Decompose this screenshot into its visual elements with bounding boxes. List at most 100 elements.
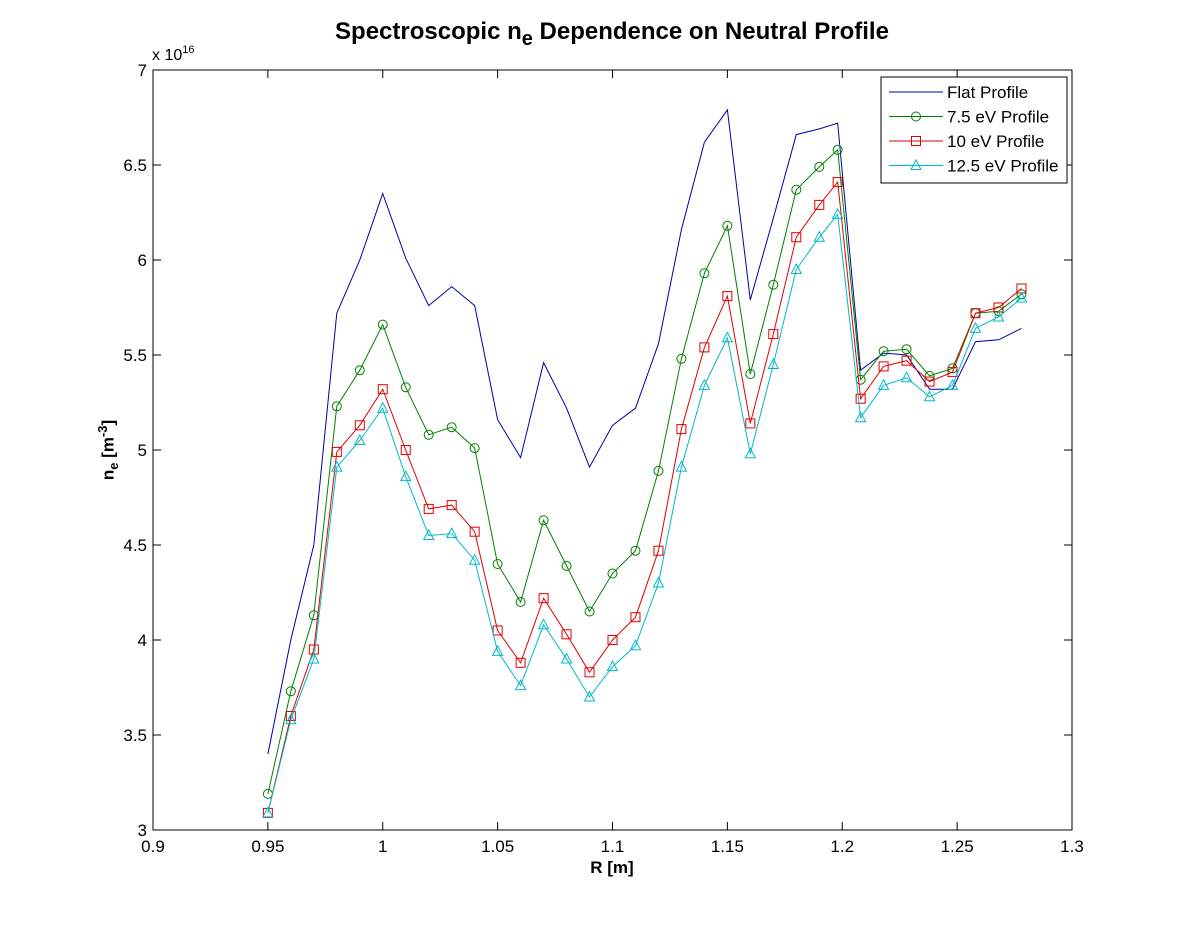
data-point xyxy=(744,447,757,459)
x-tick-label: 1.2 xyxy=(830,837,854,856)
data-point xyxy=(446,422,457,433)
data-point xyxy=(308,610,319,621)
data-point xyxy=(584,606,595,617)
data-point xyxy=(630,545,641,556)
legend-marker xyxy=(911,111,921,122)
data-point xyxy=(969,321,982,333)
data-point xyxy=(515,657,526,668)
data-point xyxy=(653,465,664,476)
x-tick-label: 1.3 xyxy=(1060,837,1084,856)
data-point xyxy=(900,371,913,383)
data-point xyxy=(492,559,503,569)
data-point xyxy=(446,500,457,511)
data-point xyxy=(1016,289,1027,300)
data-point xyxy=(331,401,342,412)
y-tick-label: 6.5 xyxy=(123,156,147,175)
data-point xyxy=(652,576,665,588)
legend-label: 7.5 eV Profile xyxy=(947,108,1049,127)
series-line xyxy=(267,213,1022,814)
data-point xyxy=(606,660,619,672)
data-point xyxy=(721,331,734,343)
data-point xyxy=(514,679,527,691)
y-tick-label: 7 xyxy=(138,61,147,80)
series-1 xyxy=(262,144,1027,799)
x-tick-label: 0.95 xyxy=(251,837,284,856)
data-point xyxy=(607,568,618,579)
data-point xyxy=(561,560,572,571)
data-point xyxy=(538,593,549,604)
data-point xyxy=(924,376,935,387)
x-tick-label: 0.9 xyxy=(141,837,165,856)
data-point xyxy=(1015,291,1028,303)
data-point xyxy=(354,365,365,376)
data-point xyxy=(722,291,733,302)
data-point xyxy=(468,553,481,565)
data-point xyxy=(423,429,434,440)
data-point xyxy=(377,384,388,395)
data-point xyxy=(791,232,802,243)
data-point xyxy=(629,639,642,651)
data-point xyxy=(630,612,641,623)
data-point xyxy=(790,262,803,274)
data-point xyxy=(814,199,825,210)
data-point xyxy=(538,515,549,526)
data-point xyxy=(832,177,843,188)
data-point xyxy=(331,446,342,457)
data-point xyxy=(423,503,434,514)
data-point xyxy=(676,424,687,435)
data-point xyxy=(831,207,844,219)
data-point xyxy=(469,526,480,537)
x-tick-label: 1.15 xyxy=(711,837,744,856)
x-tick-label: 1.1 xyxy=(601,837,625,856)
series-line xyxy=(267,148,1022,795)
data-point xyxy=(561,629,572,640)
series-line xyxy=(267,180,1022,814)
data-point xyxy=(768,279,779,290)
data-point xyxy=(878,346,889,357)
data-point xyxy=(262,806,274,818)
chart-title: Spectroscopic ne Dependence on Neutral P… xyxy=(335,18,889,50)
data-point xyxy=(492,625,503,636)
data-point xyxy=(399,470,412,482)
data-point xyxy=(814,161,825,172)
data-point xyxy=(376,401,389,413)
data-point xyxy=(745,369,756,379)
data-point xyxy=(285,713,297,725)
y-tick-label: 6 xyxy=(138,251,147,270)
data-point xyxy=(307,652,320,664)
data-point xyxy=(607,635,618,645)
legend: Flat Profile 7.5 eV Profile 10 eV Profile 1… xyxy=(880,76,1068,184)
data-point xyxy=(353,433,366,445)
series-line xyxy=(267,108,1022,755)
data-point xyxy=(515,597,526,607)
data-point xyxy=(791,184,802,195)
y-tick-label: 4 xyxy=(138,631,147,650)
data-point xyxy=(877,378,890,390)
data-point xyxy=(469,443,480,454)
data-point xyxy=(584,667,595,678)
series-0 xyxy=(267,108,1022,755)
data-point xyxy=(285,686,296,697)
y-tick-label: 3.5 xyxy=(123,726,147,745)
legend-marker xyxy=(911,136,921,146)
data-point xyxy=(330,460,343,472)
data-point xyxy=(354,420,365,431)
data-point xyxy=(923,390,936,402)
data-point xyxy=(901,355,912,366)
legend-label: Flat Profile xyxy=(947,83,1028,102)
data-point xyxy=(560,652,573,664)
data-point xyxy=(992,310,1005,322)
x-tick-label: 1.05 xyxy=(481,837,514,856)
data-point xyxy=(767,357,780,369)
legend-marker xyxy=(910,158,922,170)
y-tick-label: 4.5 xyxy=(123,536,147,555)
y-tick-label: 5.5 xyxy=(123,346,147,365)
data-point xyxy=(400,445,411,455)
series-3 xyxy=(262,207,1028,818)
data-point xyxy=(699,268,710,279)
data-point xyxy=(854,411,867,423)
x-tick-label: 1 xyxy=(378,837,387,856)
data-point xyxy=(878,361,889,372)
